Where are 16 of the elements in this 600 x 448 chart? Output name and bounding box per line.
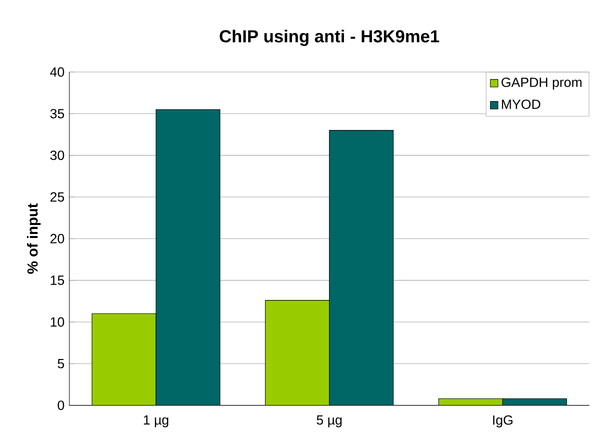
y-tick-label: 10 [50,317,64,327]
y-tick-label: 30 [50,150,64,160]
y-tick-label: 20 [50,234,64,244]
x-tick-label: 1 µg [144,415,168,428]
y-tick-label: 40 [50,67,64,77]
y-tick-label: 15 [50,276,64,285]
y-tick-label: 5 [58,358,64,368]
y-tick-label: 25 [50,192,64,202]
legend-label: GAPDH prom [502,78,582,90]
x-tick-label: 5 µg [316,415,342,428]
chart-title: ChIP using anti - H3K9me1 [220,30,440,46]
y-axis-title: % of input [26,203,41,274]
x-tick-label: IgG [493,415,512,428]
y-tick-label: 0 [58,400,64,410]
legend-label: MYOD [502,100,540,109]
y-tick-label: 35 [50,108,64,118]
